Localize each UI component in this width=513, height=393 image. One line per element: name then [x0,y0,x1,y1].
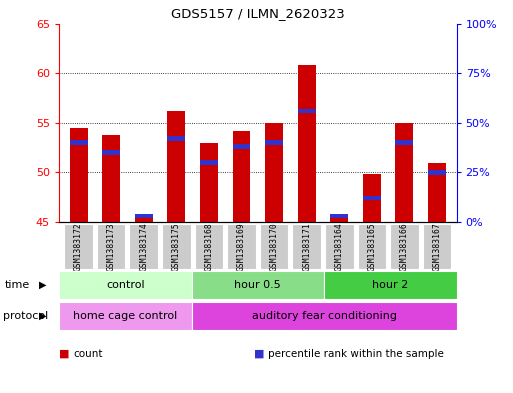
Bar [102,135,120,222]
Bar [70,140,88,145]
Bar [59,302,191,330]
Bar [428,170,446,174]
Bar [396,140,413,145]
Bar [167,136,185,141]
Bar [358,224,386,269]
Text: home cage control: home cage control [73,311,177,321]
Text: count: count [73,349,103,359]
Bar [135,214,153,219]
Bar [324,271,457,299]
Text: hour 2: hour 2 [372,280,408,290]
Text: ▶: ▶ [38,280,46,290]
Bar [135,215,153,222]
Bar [191,302,457,330]
Bar [162,224,191,269]
Bar [260,224,288,269]
Bar [167,111,185,222]
Text: GSM1383172: GSM1383172 [74,222,83,271]
Bar [325,224,353,269]
Bar [200,160,218,165]
Text: control: control [106,280,145,290]
Bar [298,65,315,222]
Bar [64,224,93,269]
Bar [363,174,381,222]
Text: time: time [5,280,30,290]
Text: GSM1383168: GSM1383168 [204,222,213,271]
Bar [59,271,191,299]
Bar [194,224,223,269]
Text: hour 0.5: hour 0.5 [234,280,281,290]
Bar [396,123,413,222]
Text: ■: ■ [254,349,264,359]
Text: GSM1383175: GSM1383175 [172,222,181,271]
Bar [363,196,381,200]
Text: auditory fear conditioning: auditory fear conditioning [251,311,397,321]
Bar [390,224,419,269]
Bar [129,224,158,269]
Bar [265,123,283,222]
Bar [97,224,126,269]
Text: ▶: ▶ [38,311,46,321]
Text: GSM1383173: GSM1383173 [107,222,115,271]
Bar [298,109,315,113]
Bar [292,224,321,269]
Text: GSM1383174: GSM1383174 [139,222,148,271]
Text: GSM1383171: GSM1383171 [302,222,311,271]
Bar [232,131,250,222]
Bar [330,217,348,222]
Text: GSM1383169: GSM1383169 [237,222,246,271]
Bar [330,214,348,219]
Text: protocol: protocol [3,311,48,321]
Bar [428,162,446,222]
Text: GSM1383166: GSM1383166 [400,222,409,271]
Text: GSM1383167: GSM1383167 [432,222,442,271]
Bar [200,143,218,222]
Bar [102,151,120,155]
Title: GDS5157 / ILMN_2620323: GDS5157 / ILMN_2620323 [171,7,345,20]
Bar [265,140,283,145]
Bar [227,224,256,269]
Bar [232,144,250,149]
Text: GSM1383170: GSM1383170 [269,222,279,271]
Bar [191,271,324,299]
Text: GSM1383164: GSM1383164 [335,222,344,271]
Text: GSM1383165: GSM1383165 [367,222,377,271]
Text: percentile rank within the sample: percentile rank within the sample [268,349,444,359]
Text: ■: ■ [59,349,69,359]
Bar [70,128,88,222]
Bar [423,224,451,269]
